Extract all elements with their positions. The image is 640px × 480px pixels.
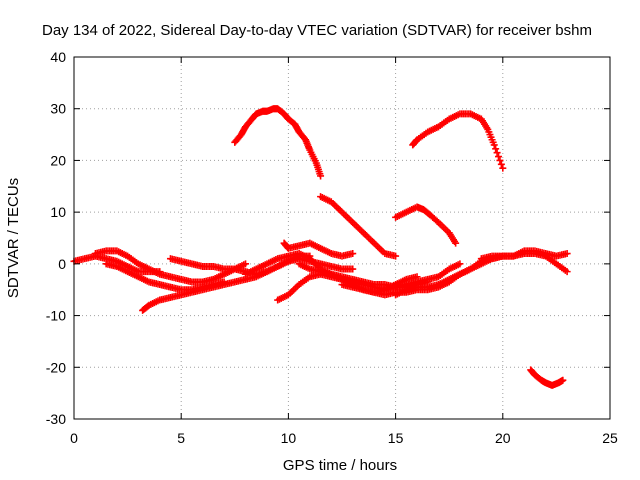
data-point <box>559 376 567 384</box>
series-track-13 <box>231 105 325 180</box>
x-axis-label: GPS time / hours <box>283 457 397 474</box>
data-point <box>452 239 460 247</box>
series-track-7 <box>280 239 357 260</box>
data-point <box>563 268 571 276</box>
data-point <box>490 141 498 149</box>
y-axis-label: SDTVAR / TECUs <box>5 178 22 298</box>
axis-ticks: 0 5 10 15 20 25 -30 -20 -10 0 10 20 30 40 <box>46 49 618 446</box>
data-point <box>496 156 504 164</box>
x-tick-label: 10 <box>281 430 297 446</box>
series-track-17 <box>527 366 567 389</box>
y-tick-label: 40 <box>50 49 66 65</box>
chart-title: Day 134 of 2022, Sidereal Day-to-day VTE… <box>42 22 592 39</box>
series-track-15 <box>317 193 400 260</box>
data-point <box>563 250 571 258</box>
x-tick-label: 15 <box>388 430 404 446</box>
series-track-16 <box>392 203 460 247</box>
series-track-12 <box>477 250 571 276</box>
data-point <box>493 149 501 157</box>
x-tick-label: 25 <box>602 430 618 446</box>
series-track-14 <box>409 110 507 172</box>
y-tick-label: 0 <box>58 256 66 272</box>
data-point <box>349 250 357 258</box>
data-point <box>492 145 500 153</box>
y-tick-label: -30 <box>46 411 66 427</box>
y-tick-label: -10 <box>46 308 66 324</box>
y-tick-label: -20 <box>46 359 66 375</box>
y-tick-label: 30 <box>50 101 66 117</box>
data-point <box>456 260 464 268</box>
grid-lines <box>74 57 610 419</box>
data-point <box>497 160 505 168</box>
x-tick-label: 0 <box>70 430 78 446</box>
y-tick-label: 10 <box>50 204 66 220</box>
data-point <box>317 172 325 180</box>
data-point <box>495 153 503 161</box>
data-point <box>349 265 357 273</box>
data-point <box>392 252 400 260</box>
data-point <box>499 164 507 172</box>
x-tick-label: 5 <box>177 430 185 446</box>
plot-frame <box>73 56 611 420</box>
data-points <box>70 105 571 389</box>
data-point <box>413 273 421 281</box>
y-tick-label: 20 <box>50 152 66 168</box>
data-point <box>242 260 250 268</box>
x-tick-label: 20 <box>495 430 511 446</box>
